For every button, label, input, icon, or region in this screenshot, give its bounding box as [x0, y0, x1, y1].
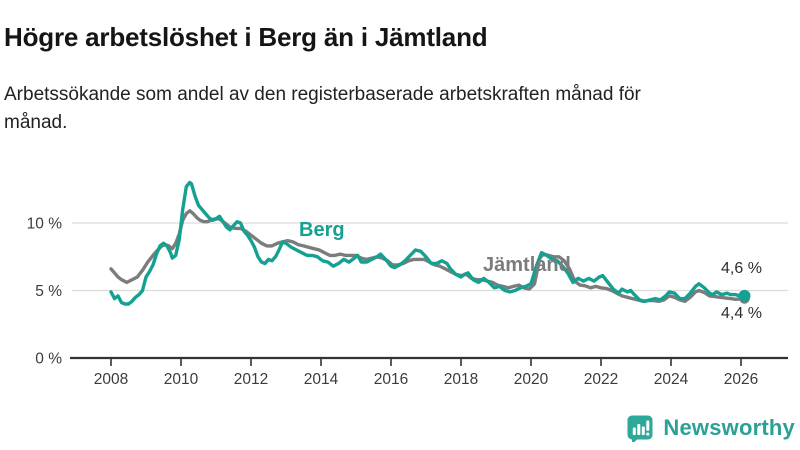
series-endpoint-berg: [738, 289, 751, 302]
end-value-label-berg: 4,6 %: [721, 260, 762, 277]
x-tick-label: 2026: [724, 371, 758, 388]
x-tick-label: 2016: [374, 371, 408, 388]
series-label-berg: Berg: [299, 219, 345, 241]
newsworthy-logo-text: Newsworthy: [663, 415, 795, 440]
series-line-berg: [109, 180, 747, 306]
x-tick-label: 2012: [234, 371, 268, 388]
page-title: Högre arbetslöshet i Berg än i Jämtland: [4, 22, 488, 53]
x-tick-label: 2024: [654, 371, 689, 388]
y-tick-label: 5 %: [35, 283, 62, 300]
x-tick-label: 2008: [94, 371, 128, 388]
series-line-jamtland: [109, 209, 747, 303]
end-value-label-jamtland: 4,4 %: [721, 305, 762, 322]
bar-chart-glyph: [633, 420, 650, 436]
y-tick-label: 10 %: [27, 216, 63, 233]
newsworthy-bubble-icon: [627, 415, 653, 442]
series-label-jamtland: Jämtland: [483, 254, 571, 276]
x-tick-label: 2018: [444, 371, 478, 388]
x-tick-label: 2010: [164, 371, 199, 388]
x-tick-label: 2022: [584, 371, 618, 388]
y-tick-label: 0 %: [35, 351, 62, 368]
newsworthy-logo[interactable]: Newsworthy: [626, 414, 795, 442]
x-tick-label: 2014: [304, 371, 339, 388]
x-tick-label: 2020: [514, 371, 549, 388]
chart-subtitle: Arbetssökande som andel av den registerb…: [4, 84, 641, 133]
